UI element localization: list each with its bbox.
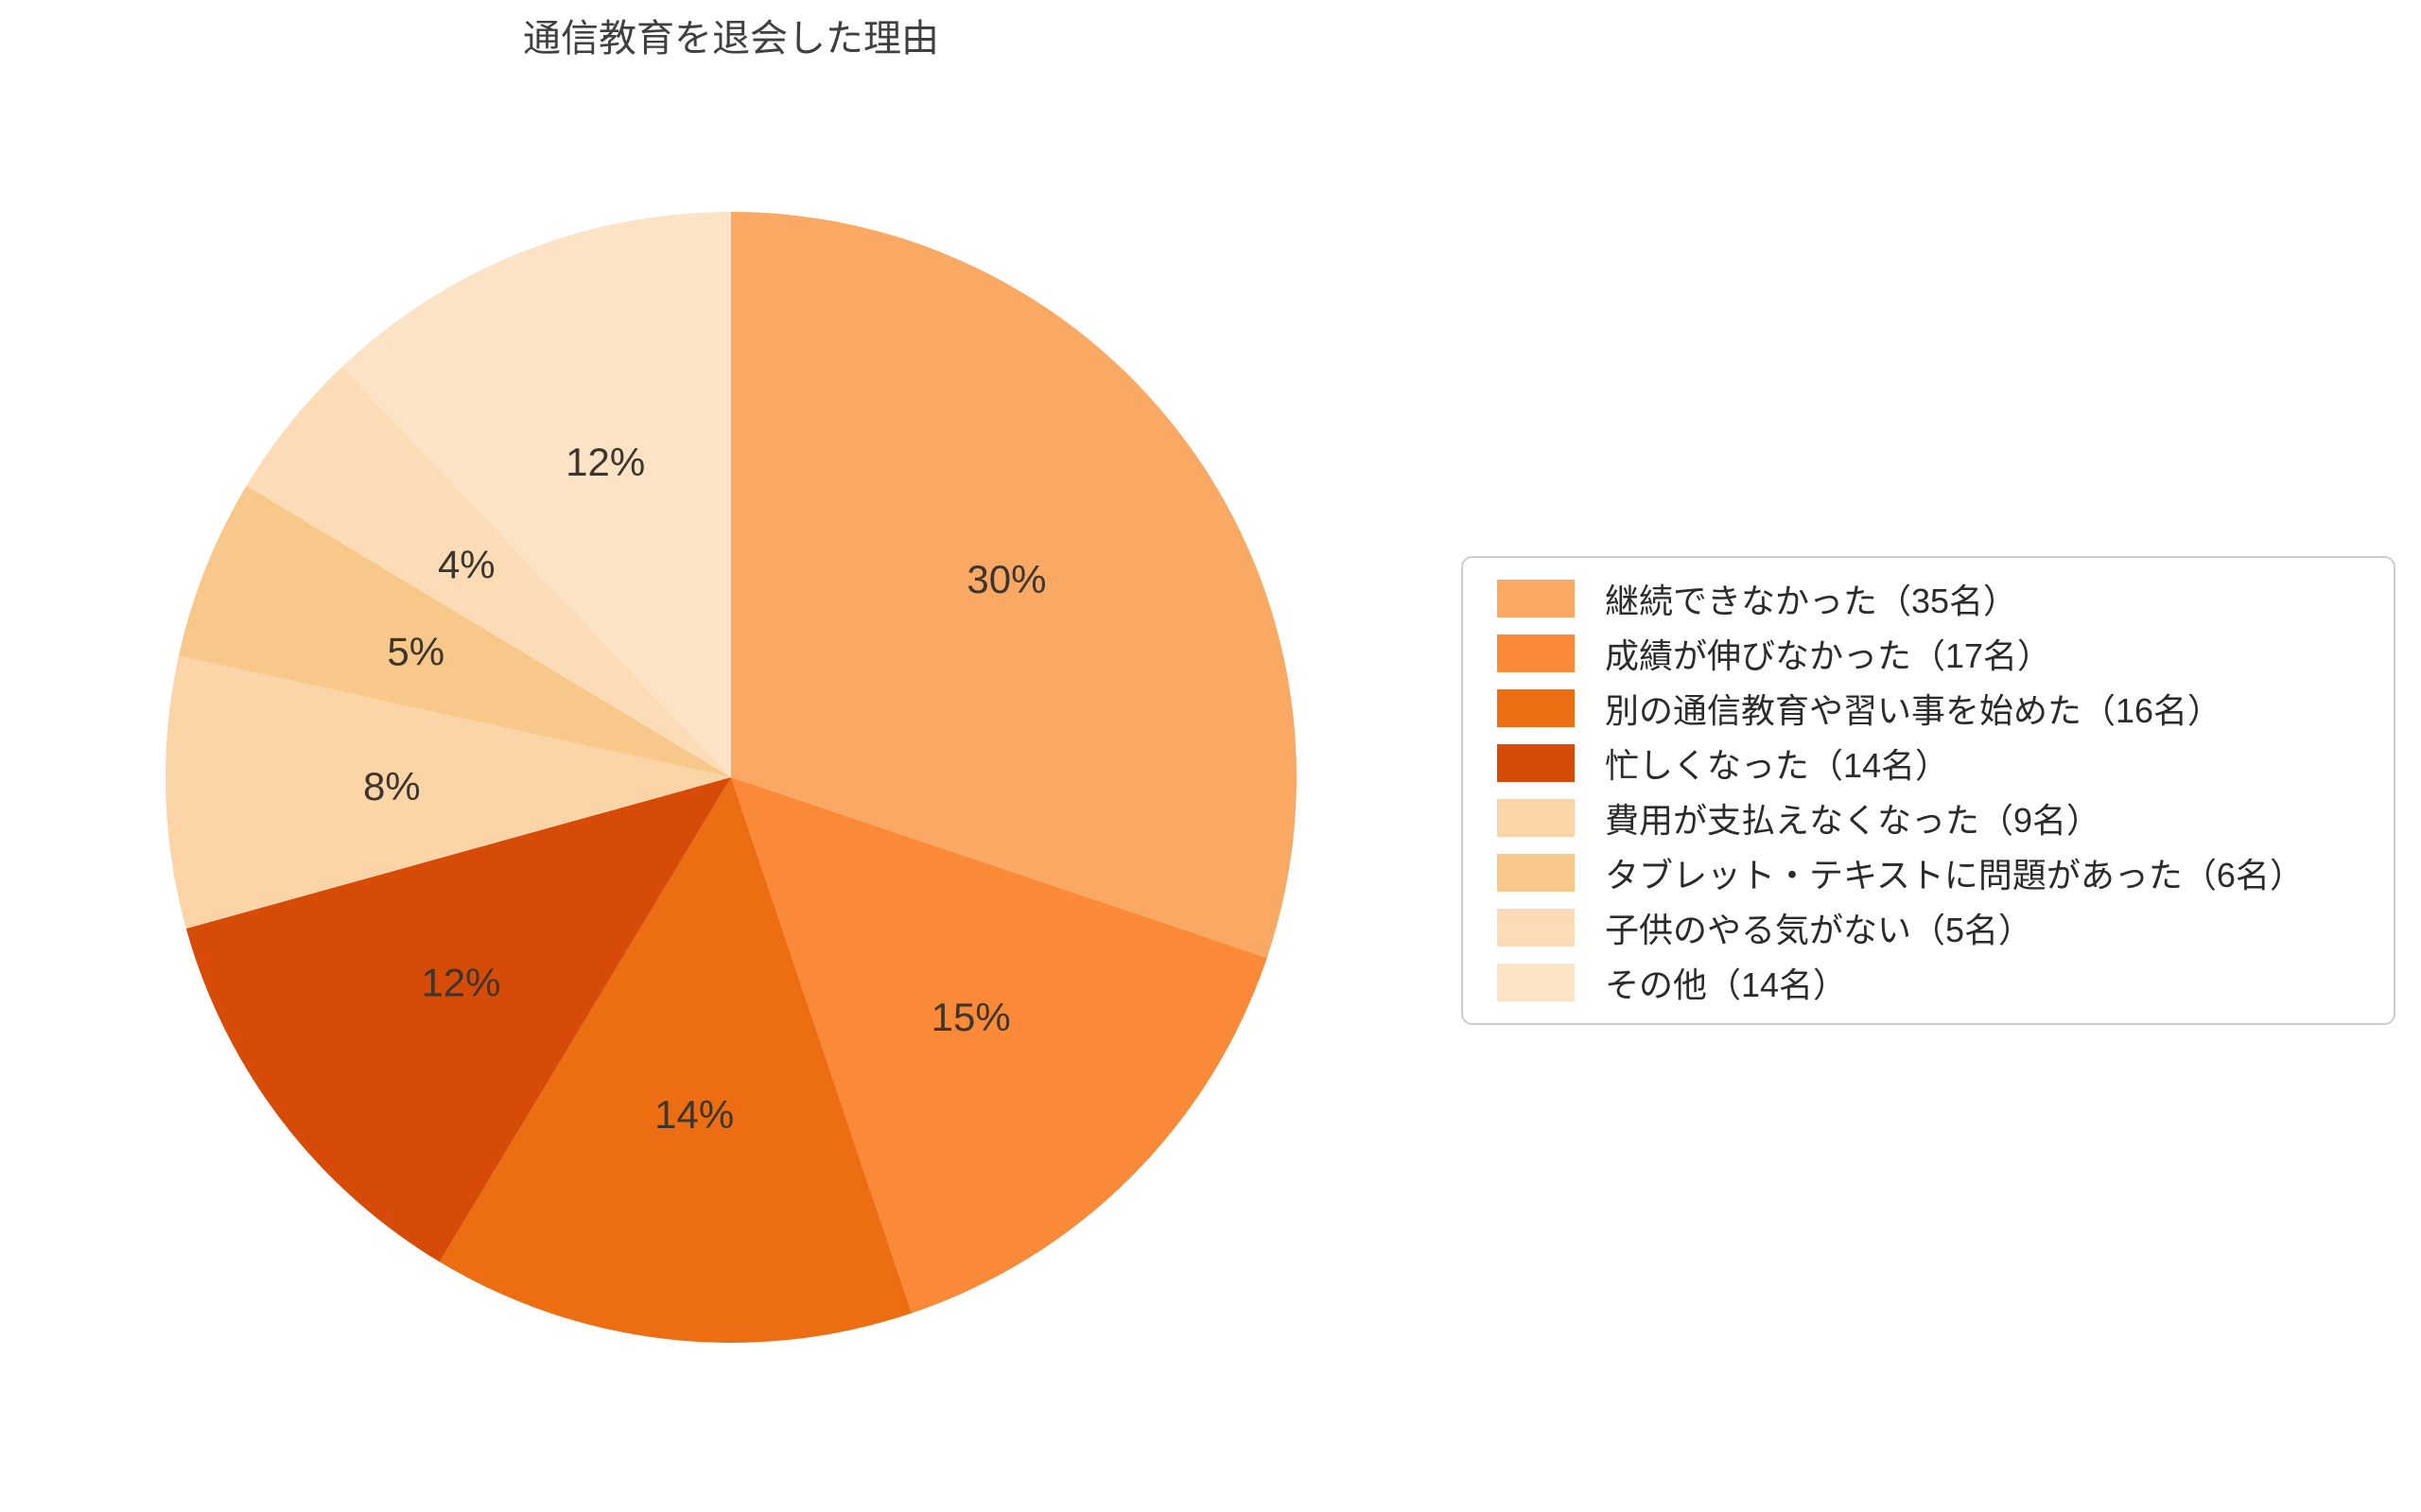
pct-label-3: 14% [654, 1092, 734, 1137]
legend-item: その他（14名） [1482, 955, 2375, 1010]
pct-label-6: 5% [387, 630, 444, 674]
legend-label: 子供のやる気がない（5名） [1605, 911, 2033, 949]
legend-item: 別の通信教育や習い事を始めた（16名） [1482, 681, 2375, 736]
pie-slice-4 [185, 777, 732, 1262]
pie-slice-7 [246, 366, 732, 777]
legend-item: 成績が伸びなかった（17名） [1482, 626, 2375, 681]
legend: 継続できなかった（35名） 成績が伸びなかった（17名） 別の通信教育や習い事を始め… [1461, 556, 2395, 1025]
pct-label-2: 15% [932, 995, 1011, 1039]
legend-label: 費用が支払えなくなった（9名） [1605, 801, 2101, 840]
legend-swatch-icon [1497, 909, 1575, 947]
legend-swatch-icon [1497, 689, 1575, 727]
legend-item: 費用が支払えなくなった（9名） [1482, 791, 2375, 845]
pct-label-8: 12% [566, 440, 645, 484]
chart-title: 通信教育を退会した理由 [523, 18, 939, 60]
legend-label: 忙しくなった（14名） [1605, 746, 1950, 785]
legend-item: 継続できなかった（35名） [1482, 571, 2375, 626]
legend-swatch-icon [1497, 744, 1575, 782]
legend-label: 別の通信教育や習い事を始めた（16名） [1605, 691, 2222, 730]
legend-swatch-icon [1497, 799, 1575, 837]
legend-swatch-icon [1497, 964, 1575, 1001]
legend-label: 成績が伸びなかった（17名） [1605, 636, 2052, 675]
legend-label: タブレット・テキストに問題があった（6名） [1605, 856, 2304, 895]
pct-label-4: 12% [421, 961, 500, 1005]
pie-slice-5 [165, 655, 731, 929]
legend-label: その他（14名） [1605, 965, 1848, 1004]
legend-item: 忙しくなった（14名） [1482, 736, 2375, 791]
pie-slice-8 [341, 212, 731, 777]
legend-item: 子供のやる気がない（5名） [1482, 900, 2375, 955]
legend-swatch-icon [1497, 854, 1575, 892]
pie-slice-2 [731, 777, 1267, 1313]
pie-slice-6 [178, 485, 732, 777]
legend-swatch-icon [1497, 580, 1575, 617]
pie-slice-1 [731, 212, 1298, 958]
pie-slice-3 [439, 777, 912, 1344]
legend-label: 継続できなかった（35名） [1605, 582, 2018, 620]
pct-label-5: 8% [363, 764, 421, 808]
legend-swatch-icon [1497, 634, 1575, 672]
pct-label-1: 30% [967, 557, 1046, 601]
pct-label-7: 4% [438, 543, 496, 587]
legend-item: タブレット・テキストに問題があった（6名） [1482, 845, 2375, 900]
